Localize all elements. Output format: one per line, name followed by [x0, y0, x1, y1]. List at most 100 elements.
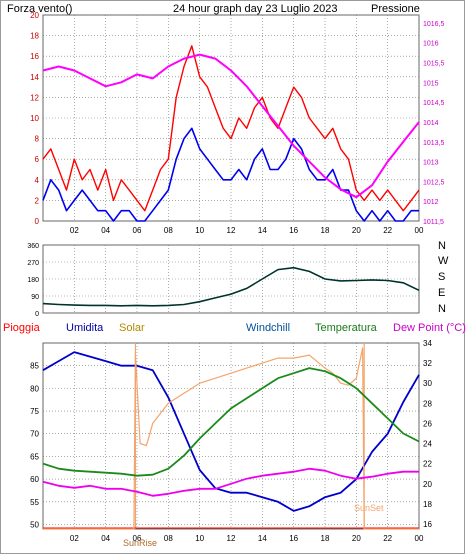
- y-tick-label-left: 6: [35, 155, 40, 164]
- legend-solar: Solar: [119, 322, 145, 334]
- y-tick-label-left: 75: [30, 407, 39, 416]
- x-tick-label: 00: [415, 226, 424, 235]
- direction-panel: 0 90 180 270 360 N W S E N: [27, 240, 449, 318]
- series-line-wind-avg: [42, 127, 419, 222]
- x-tick-label: 02: [70, 534, 79, 543]
- direction-series: [42, 266, 420, 307]
- y-tick-label-right: 16: [423, 520, 432, 529]
- y-tick-label-right: 1013,5: [423, 140, 445, 147]
- y-tick-label-left: 50: [30, 520, 39, 529]
- y-tick-label-left: 180: [27, 277, 39, 284]
- temperature-panel: Pioggia Umidita Solar Windchill Temperat…: [3, 322, 466, 548]
- x-tick-label: 10: [195, 534, 204, 543]
- x-tick-label: 14: [258, 534, 267, 543]
- sunset-label: SunSet: [354, 503, 384, 513]
- series-line-dew-point: [42, 467, 419, 497]
- x-tick-label: 22: [383, 226, 392, 235]
- temperature-axis-ticks: 02 04 06 08 10 12 14 16 18 20 22 00 50 55 60 65 70 75 80 85…: [30, 339, 432, 543]
- wind-series: [42, 45, 420, 222]
- x-tick-label: 04: [101, 534, 110, 543]
- y-tick-label-right: 18: [423, 500, 432, 509]
- y-tick-label-right: 28: [423, 399, 432, 408]
- x-tick-label: 22: [383, 534, 392, 543]
- y-tick-label-right: 1016: [423, 41, 439, 48]
- x-tick-label: 08: [164, 226, 173, 235]
- legend-temperature: Temperatura: [315, 322, 378, 334]
- y-tick-label-right: 1015: [423, 80, 439, 87]
- y-tick-label-left: 85: [30, 362, 39, 371]
- x-tick-label: 00: [415, 534, 424, 543]
- direction-label-n-bottom: N: [438, 303, 446, 315]
- x-tick-label: 18: [321, 226, 330, 235]
- y-tick-label-right: 32: [423, 359, 432, 368]
- temperature-series: [42, 343, 420, 530]
- page-title: 24 hour graph day 23 Luglio 2023: [173, 3, 338, 15]
- y-tick-label-right: 1015,5: [423, 61, 445, 68]
- y-tick-label-left: 65: [30, 452, 39, 461]
- legend-windchill: Windchill: [246, 322, 290, 334]
- y-tick-label-left: 16: [30, 52, 39, 61]
- y-tick-label-left: 10: [30, 114, 39, 123]
- y-tick-label-right: 20: [423, 480, 432, 489]
- pressure-label: Pressione: [371, 3, 420, 15]
- y-tick-label-right: 1014,5: [423, 100, 445, 107]
- y-tick-label-right: 1014: [423, 120, 439, 127]
- x-tick-label: 16: [289, 226, 298, 235]
- x-tick-label: 04: [101, 226, 110, 235]
- series-line-solar: [43, 347, 419, 530]
- y-tick-label-right: 1016,5: [423, 21, 445, 28]
- y-tick-label-right: 24: [423, 440, 432, 449]
- y-tick-label-left: 60: [30, 475, 39, 484]
- y-tick-label-right: 26: [423, 419, 432, 428]
- direction-label-w: W: [438, 255, 449, 267]
- y-tick-label-left: 270: [27, 260, 39, 267]
- y-tick-label-left: 2: [35, 196, 40, 205]
- y-tick-label-left: 90: [31, 294, 39, 301]
- x-tick-label: 12: [227, 226, 236, 235]
- wind-axis-ticks: 02 04 06 08 10 12 14 16 18 20 22 000246810121416182…: [30, 11, 444, 235]
- x-tick-label: 20: [352, 534, 361, 543]
- y-tick-label-left: 80: [30, 384, 39, 393]
- y-tick-label-right: 1011,5: [423, 219, 444, 226]
- series-line-pressione: [42, 53, 420, 199]
- x-tick-label: 14: [258, 226, 267, 235]
- y-tick-label-left: 8: [35, 135, 40, 144]
- y-tick-label-left: 360: [27, 243, 39, 250]
- y-tick-label-right: 1013: [423, 160, 439, 167]
- x-tick-label: 20: [352, 226, 361, 235]
- series-line-temperatura: [42, 367, 420, 477]
- wind-pressure-panel: Forza vento() 24 hour graph day 23 Lugli…: [7, 3, 445, 235]
- x-tick-label: 06: [133, 226, 142, 235]
- y-tick-label-left: 0: [35, 217, 40, 226]
- x-tick-label: 16: [289, 534, 298, 543]
- y-tick-label-left: 55: [30, 498, 39, 507]
- wind-speed-label: Forza vento(): [7, 3, 72, 15]
- series-line-direction: [42, 266, 420, 307]
- y-tick-label-left: 20: [30, 11, 39, 20]
- direction-label-s: S: [438, 271, 445, 283]
- x-tick-label: 18: [321, 534, 330, 543]
- y-tick-label-right: 30: [423, 379, 432, 388]
- y-tick-label-left: 4: [35, 176, 40, 185]
- y-tick-label-left: 0: [35, 311, 39, 318]
- legend-humidity: Umidita: [66, 322, 104, 334]
- direction-label-n-top: N: [438, 240, 446, 252]
- wind-grid: [43, 14, 420, 222]
- x-tick-label: 10: [195, 226, 204, 235]
- y-tick-label-right: 22: [423, 460, 432, 469]
- x-tick-label: 06: [133, 534, 142, 543]
- y-tick-label-right: 34: [423, 339, 432, 348]
- legend-rain: Pioggia: [3, 322, 41, 334]
- legend-dew-point: Dew Point (°C): [393, 322, 466, 334]
- y-tick-label-left: 70: [30, 430, 39, 439]
- y-tick-label-left: 14: [30, 73, 39, 82]
- y-tick-label-left: 12: [30, 93, 39, 102]
- sunrise-label: SunRise: [123, 538, 157, 548]
- direction-axis-ticks: 0 90 180 270 360: [27, 243, 39, 318]
- y-tick-label-left: 18: [30, 32, 39, 41]
- y-tick-label-right: 1012: [423, 199, 439, 206]
- x-tick-label: 12: [227, 534, 236, 543]
- series-line-forza-vento: [42, 45, 420, 212]
